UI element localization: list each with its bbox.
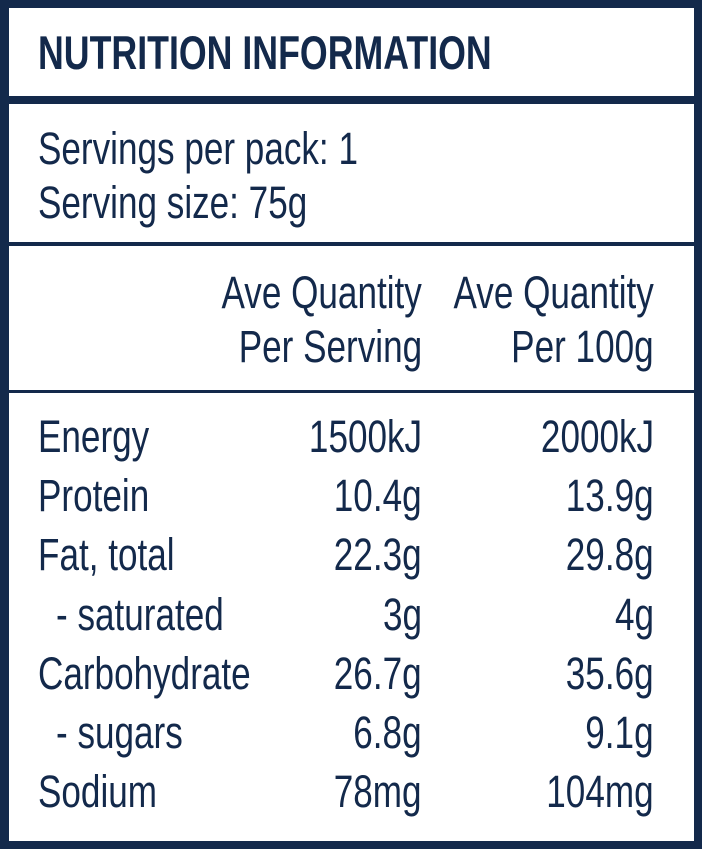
servings-divider (0, 242, 702, 246)
nutrient-label: Sodium (38, 766, 158, 818)
per-serving-value: 78mg (334, 766, 422, 818)
col-header-per-100g-line1: Ave Quantity (453, 267, 654, 318)
per-serving-value: 6.8g (353, 707, 422, 758)
per-100g-value: 29.8g (566, 529, 654, 581)
per-serving-value: 22.3g (334, 529, 422, 581)
per-serving-value: 10.4g (334, 470, 422, 522)
per-serving-value: 26.7g (334, 647, 422, 699)
per-serving-value: 3g (382, 588, 422, 640)
nutrient-label: - saturated (56, 588, 224, 640)
nutrient-label: Protein (38, 470, 150, 522)
per-100g-value: 104mg (546, 766, 654, 818)
col-header-per-serving-line1: Ave Quantity (221, 267, 422, 318)
servings-per-pack: Servings per pack: 1 (38, 123, 358, 174)
col-header-per-100g-line2: Per 100g (511, 321, 654, 372)
per-100g-value: 35.6g (566, 647, 654, 699)
per-100g-value: 9.1g (585, 707, 654, 758)
per-100g-value: 2000kJ (540, 411, 654, 462)
per-100g-value: 4g (614, 588, 654, 640)
nutrient-label: Energy (38, 411, 150, 462)
serving-size: Serving size: 75g (38, 177, 308, 228)
per-100g-value: 13.9g (566, 470, 654, 522)
columns-divider (0, 390, 702, 393)
nutrient-label: - sugars (56, 707, 183, 758)
page-title: NUTRITION INFORMATION (38, 26, 492, 79)
header-divider (0, 96, 702, 104)
nutrient-label: Carbohydrate (38, 647, 251, 699)
nutrient-label: Fat, total (38, 529, 175, 581)
col-header-per-serving-line2: Per Serving (238, 321, 422, 372)
per-serving-value: 1500kJ (308, 411, 422, 462)
